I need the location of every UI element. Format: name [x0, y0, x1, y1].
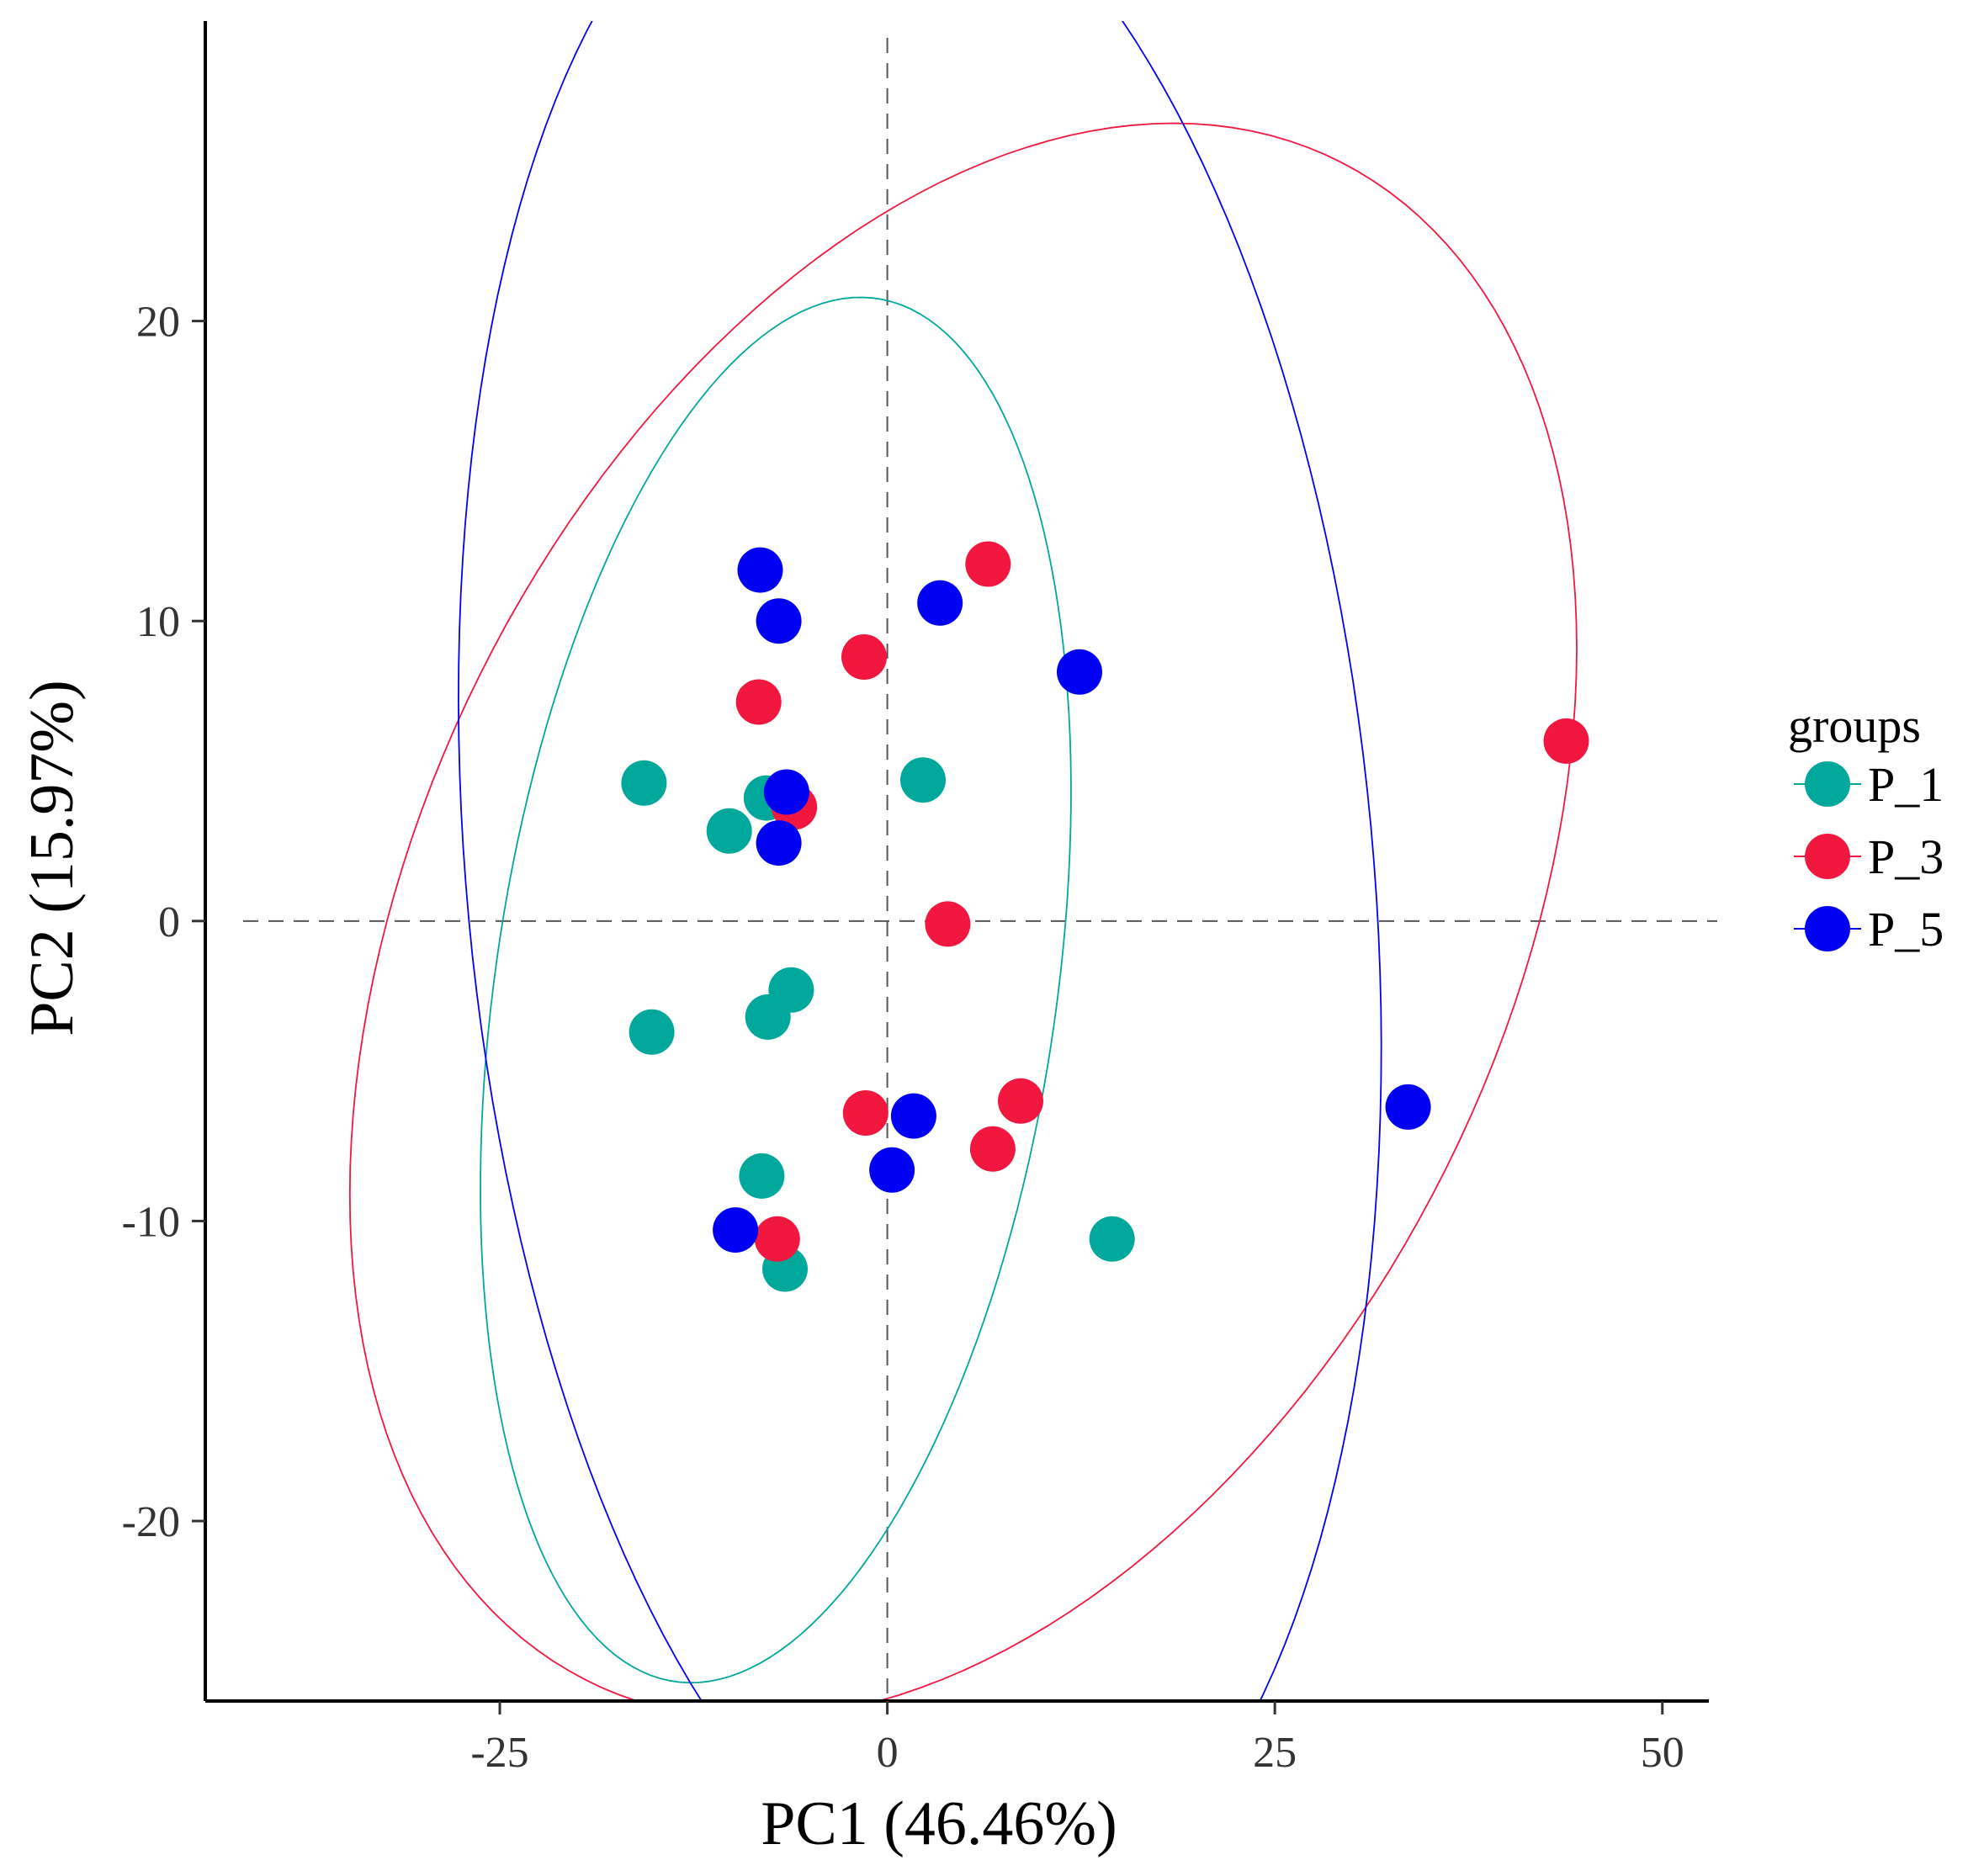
y-tick-label: 10	[136, 598, 180, 646]
point-p-5	[737, 547, 783, 593]
point-p-5	[917, 580, 963, 626]
legend-item-p-1: P_1	[1794, 757, 1944, 812]
point-p-5	[1385, 1084, 1431, 1130]
x-tick-label: 0	[877, 1729, 899, 1777]
point-p-5	[869, 1147, 915, 1193]
ellipse-p-5	[457, 21, 1382, 1701]
point-p-5	[1057, 649, 1102, 695]
confidence-ellipses	[348, 21, 1578, 1701]
point-p-1	[739, 1153, 785, 1199]
reference-lines	[243, 38, 1717, 1701]
y-tick-label: -20	[122, 1498, 180, 1546]
y-axis-ticks: -20 -10 0 10 20	[122, 299, 205, 1546]
point-p-1	[706, 808, 752, 854]
y-tick-label: 0	[158, 898, 180, 946]
legend-item-p-3: P_3	[1794, 829, 1944, 884]
point-p-3	[925, 901, 971, 947]
y-tick-label: 20	[136, 299, 180, 347]
legend-key-point	[1805, 906, 1850, 951]
legend-key-point	[1805, 834, 1850, 879]
legend-title: groups	[1788, 698, 1921, 753]
legend-label: P_3	[1868, 829, 1944, 884]
point-p-5	[890, 1093, 936, 1139]
point-p-1	[1089, 1216, 1135, 1262]
point-p-5	[713, 1207, 759, 1253]
point-p-3	[842, 1090, 889, 1136]
y-axis-title: PC2 (15.97%)	[18, 680, 87, 1036]
x-tick-label: 25	[1253, 1729, 1297, 1777]
point-p-1	[621, 760, 667, 806]
point-p-3	[1543, 718, 1589, 764]
legend-key-point	[1805, 761, 1850, 807]
legend: groups P_1 P_3 P_5	[1788, 698, 1944, 957]
point-p-5	[756, 598, 802, 644]
legend-label: P_1	[1868, 757, 1944, 812]
point-p-1	[629, 1009, 675, 1055]
x-tick-label: -25	[470, 1729, 528, 1777]
y-tick-label: -10	[122, 1198, 180, 1246]
legend-item-p-5: P_5	[1794, 902, 1944, 957]
legend-label: P_5	[1868, 902, 1944, 957]
axes	[204, 21, 1709, 1703]
ellipse-p-3	[348, 122, 1578, 1701]
point-p-5	[756, 820, 802, 866]
point-p-3	[969, 1126, 1016, 1172]
x-axis-title: PC1 (46.46%)	[761, 1789, 1117, 1858]
ellipse-p-1	[480, 296, 1072, 1684]
point-p-1	[745, 994, 791, 1040]
point-p-3	[965, 541, 1011, 587]
point-p-3	[754, 1216, 800, 1262]
point-p-3	[998, 1078, 1043, 1124]
point-p-1	[900, 757, 946, 803]
data-points	[621, 541, 1589, 1292]
point-p-5	[763, 769, 809, 815]
point-p-3	[841, 634, 887, 680]
x-axis-ticks: -25 0 25 50	[470, 1701, 1684, 1777]
x-tick-label: 50	[1641, 1729, 1684, 1777]
point-p-3	[735, 679, 782, 725]
